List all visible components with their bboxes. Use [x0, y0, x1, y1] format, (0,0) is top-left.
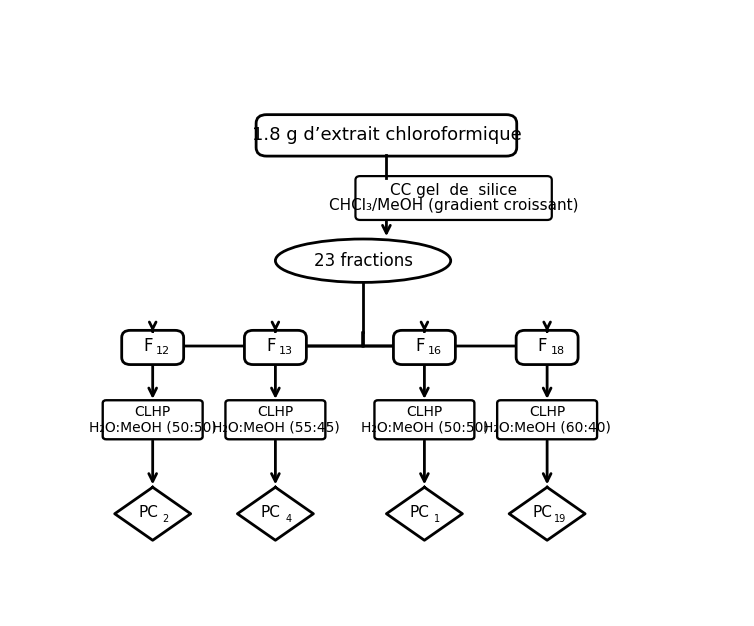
Text: H₂O:MeOH (50:50): H₂O:MeOH (50:50) — [89, 421, 216, 434]
FancyBboxPatch shape — [121, 331, 184, 364]
Text: 19: 19 — [554, 513, 566, 523]
Text: CLHP: CLHP — [529, 405, 566, 419]
Text: 4: 4 — [285, 513, 291, 523]
Text: F: F — [266, 337, 275, 356]
FancyBboxPatch shape — [256, 115, 516, 156]
Text: PC: PC — [532, 505, 553, 520]
FancyBboxPatch shape — [225, 400, 326, 439]
Text: CLHP: CLHP — [257, 405, 293, 419]
Text: CLHP: CLHP — [134, 405, 171, 419]
FancyBboxPatch shape — [375, 400, 474, 439]
Text: H₂O:MeOH (50:50): H₂O:MeOH (50:50) — [360, 421, 489, 434]
Text: PC: PC — [409, 505, 430, 520]
FancyBboxPatch shape — [244, 331, 306, 364]
Text: F: F — [415, 337, 425, 356]
Text: F: F — [538, 337, 547, 356]
Text: 13: 13 — [279, 346, 293, 356]
FancyBboxPatch shape — [394, 331, 455, 364]
Text: 23 fractions: 23 fractions — [314, 252, 412, 270]
Text: H₂O:MeOH (55:45): H₂O:MeOH (55:45) — [212, 421, 339, 434]
FancyBboxPatch shape — [497, 400, 597, 439]
Text: 1.8 g d’extrait chloroformique: 1.8 g d’extrait chloroformique — [252, 126, 521, 145]
FancyBboxPatch shape — [355, 176, 552, 220]
Text: CHCl₃/MeOH (gradient croissant): CHCl₃/MeOH (gradient croissant) — [329, 198, 578, 213]
Text: 12: 12 — [156, 346, 170, 356]
Text: F: F — [143, 337, 153, 356]
Text: 2: 2 — [162, 513, 169, 523]
Text: 1: 1 — [434, 513, 440, 523]
Ellipse shape — [275, 239, 451, 282]
Text: 16: 16 — [428, 346, 442, 356]
Text: 18: 18 — [550, 346, 565, 356]
FancyBboxPatch shape — [516, 331, 578, 364]
Text: CLHP: CLHP — [406, 405, 443, 419]
Text: PC: PC — [261, 505, 280, 520]
Text: H₂O:MeOH (60:40): H₂O:MeOH (60:40) — [483, 421, 611, 434]
Text: CC gel  de  silice: CC gel de silice — [390, 183, 517, 198]
FancyBboxPatch shape — [103, 400, 203, 439]
Text: PC: PC — [138, 505, 158, 520]
